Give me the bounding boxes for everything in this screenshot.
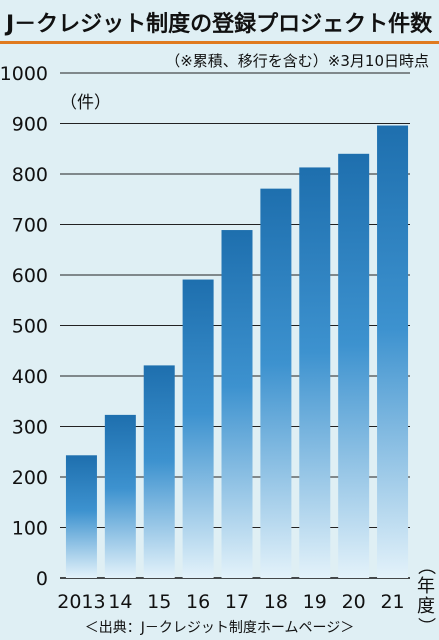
y-tick-label: 200 (12, 467, 48, 489)
x-axis-label-char: 度 (417, 596, 435, 617)
bar (221, 230, 253, 578)
x-tick-label: 2013 (57, 591, 105, 613)
y-axis-label: （件） (60, 93, 111, 113)
x-tick-label: 15 (147, 591, 171, 613)
x-tick-label: 21 (380, 591, 404, 613)
x-tick-label: 14 (108, 591, 132, 613)
x-axis-label: （年度） (415, 557, 436, 635)
bar (182, 279, 214, 578)
chart-note: （※累積、移行を含む）※3月10日時点 (165, 52, 429, 70)
y-tick-label: 100 (12, 518, 48, 540)
bar (260, 188, 292, 578)
y-tick-label: 1000 (0, 63, 48, 85)
x-tick-label: 17 (225, 591, 249, 613)
x-tick-label: 16 (186, 591, 210, 613)
x-axis-label-char: 年 (417, 576, 435, 597)
title-underline (0, 41, 439, 44)
source-caption: ＜出典：J－クレジット制度ホームページ＞ (84, 620, 355, 636)
x-axis-label-char: （ (415, 557, 436, 575)
bar (65, 455, 97, 578)
x-tick-label: 20 (342, 591, 366, 613)
bar (299, 167, 331, 578)
chart-title: J－クレジット制度の登録プロジェクト件数 (6, 12, 433, 37)
bar (338, 153, 370, 579)
y-tick-label: 300 (12, 417, 48, 439)
bar (104, 414, 136, 578)
bar (377, 125, 409, 579)
x-tick-label: 18 (264, 591, 288, 613)
y-tick-label: 500 (12, 316, 48, 338)
y-tick-label: 400 (12, 366, 48, 388)
y-tick-label: 0 (36, 568, 48, 590)
y-tick-label: 900 (12, 114, 48, 136)
y-tick-label: 700 (12, 215, 48, 237)
y-tick-label: 800 (12, 164, 48, 186)
y-tick-label: 600 (12, 265, 48, 287)
x-tick-label: 19 (303, 591, 327, 613)
x-axis-label-char: ） (415, 617, 436, 635)
bar (143, 365, 175, 578)
